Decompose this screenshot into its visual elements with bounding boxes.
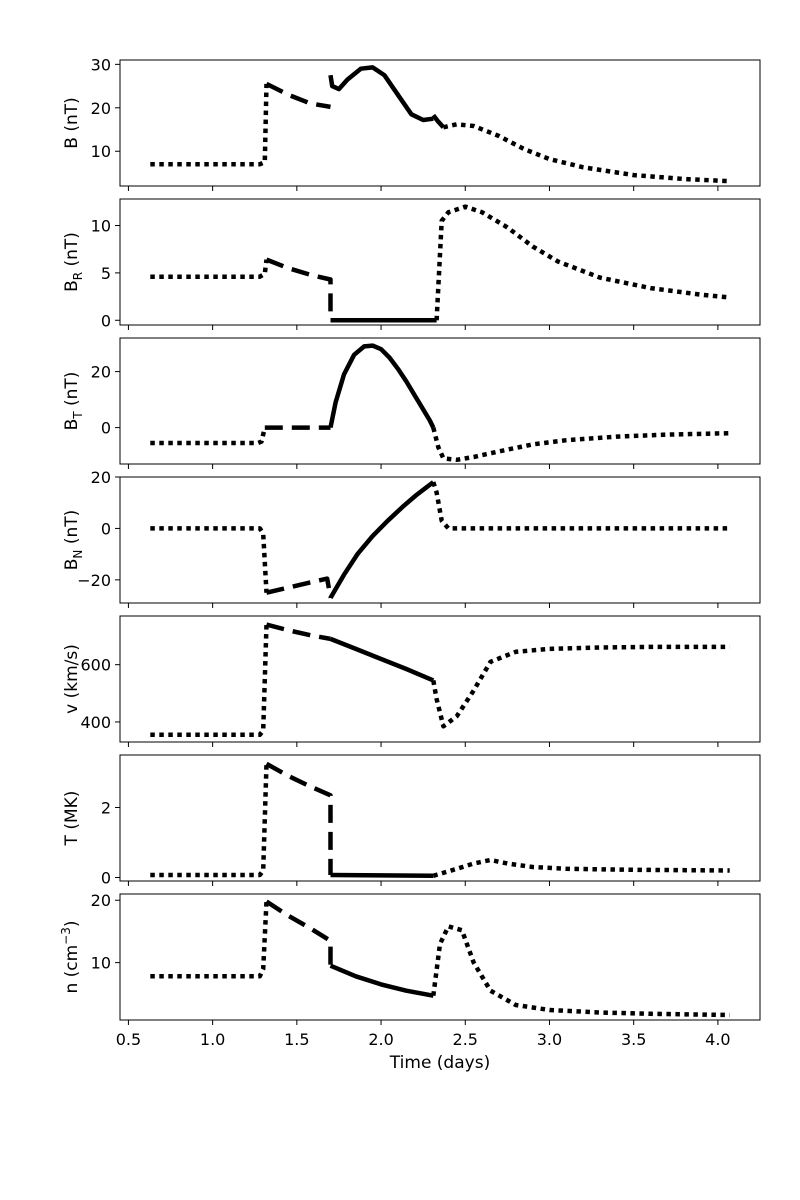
series-T-dotted-3 [432, 857, 730, 878]
panel-T: 0 2 T (MK) [62, 754, 761, 888]
panel-B: 10 20 30 B (nT) [62, 55, 761, 191]
xtick-label-0: 0.5 [116, 1030, 141, 1049]
ytick-label-T-1: 2 [101, 799, 111, 818]
y-axis-label-v: v (km/s) [62, 644, 82, 714]
series-n-dashed-1 [265, 899, 333, 966]
series-v-dotted-0 [150, 624, 269, 738]
series-n-dotted-0 [150, 901, 269, 979]
ytick-label-BT-0: 0 [101, 419, 111, 438]
series-n-solid-2 [329, 963, 434, 998]
ytick-label-BN-1: 0 [101, 519, 111, 538]
ytick-label-n-0: 10 [91, 954, 111, 973]
series-BN-solid-2 [328, 480, 435, 600]
series-BN-dotted-0 [150, 526, 269, 593]
series-v-dotted-3 [431, 644, 730, 729]
series-BT-dotted-3 [431, 427, 730, 463]
series-BR-dotted-3 [434, 204, 730, 321]
panel-frame-T [119, 754, 761, 882]
xtick-label-1: 1.0 [200, 1030, 225, 1049]
ytick-label-BT-1: 20 [91, 363, 111, 382]
ytick-label-BN-2: 20 [91, 468, 111, 487]
series-BT-dotted-0 [150, 427, 267, 446]
series-BR-dotted-0 [150, 259, 269, 279]
series-B-dotted-0 [150, 83, 269, 167]
panel-frame-B [119, 59, 761, 187]
x-axis-label: Time (days) [389, 1053, 490, 1073]
y-axis-label-BN: BN (nT) [62, 510, 85, 570]
ytick-label-v-0: 400 [80, 713, 111, 732]
y-axis-label-BT: BT (nT) [62, 372, 85, 431]
panel-BR: 0 5 10 BR (nT) [62, 198, 761, 330]
panel-BN: −20 0 20 BN (nT) [62, 468, 761, 608]
series-T-dotted-0 [150, 763, 269, 878]
ytick-label-B-1: 20 [91, 99, 111, 118]
y-axis-label-B: B (nT) [62, 97, 82, 149]
ytick-label-BR-1: 5 [101, 264, 111, 283]
panel-frame-n [119, 893, 761, 1021]
xtick-label-3: 2.0 [368, 1030, 393, 1049]
ytick-label-n-1: 20 [91, 891, 111, 910]
xtick-label-7: 4.0 [705, 1030, 730, 1049]
ytick-label-BR-2: 10 [91, 217, 111, 236]
series-BN-dashed-1 [265, 576, 333, 599]
series-B-dashed-1 [265, 81, 331, 110]
series-T-dashed-1 [265, 761, 333, 875]
ytick-label-B-0: 10 [91, 142, 111, 161]
ytick-label-B-2: 30 [91, 55, 111, 74]
ytick-label-BN-0: −20 [77, 571, 111, 590]
series-n-dotted-3 [431, 924, 730, 1018]
ytick-label-v-1: 600 [80, 656, 111, 675]
y-axis-label-BR: BR (nT) [62, 232, 85, 292]
series-v-dashed-1 [265, 622, 331, 642]
panel-frame-BT [119, 337, 761, 465]
xtick-label-2: 1.5 [284, 1030, 309, 1049]
xtick-label-5: 3.0 [537, 1030, 562, 1049]
panel-frame-v [119, 615, 761, 743]
ytick-label-BR-0: 0 [101, 311, 111, 330]
ytick-label-T-0: 0 [101, 869, 111, 888]
series-B-dotted-4 [442, 122, 730, 184]
panel-frame-BN [119, 476, 761, 604]
panel-n: 10 20 n (cm−3) [59, 891, 761, 1025]
series-BR-dashed-1 [265, 257, 333, 321]
xtick-label-6: 3.5 [621, 1030, 646, 1049]
series-B-dashed-3 [431, 113, 446, 129]
y-axis-label-T: T (MK) [62, 791, 82, 847]
xtick-label-4: 2.5 [453, 1030, 478, 1049]
y-axis-label-n: n (cm−3) [59, 920, 82, 993]
series-T-solid-2 [330, 872, 434, 879]
series-BT-solid-2 [328, 343, 436, 429]
series-BN-dotted-3 [431, 481, 730, 531]
panel-frame-BR [119, 198, 761, 326]
series-v-solid-2 [329, 636, 435, 683]
series-B-solid-2 [328, 65, 434, 123]
panel-BT: 0 20 BT (nT) [62, 337, 761, 469]
